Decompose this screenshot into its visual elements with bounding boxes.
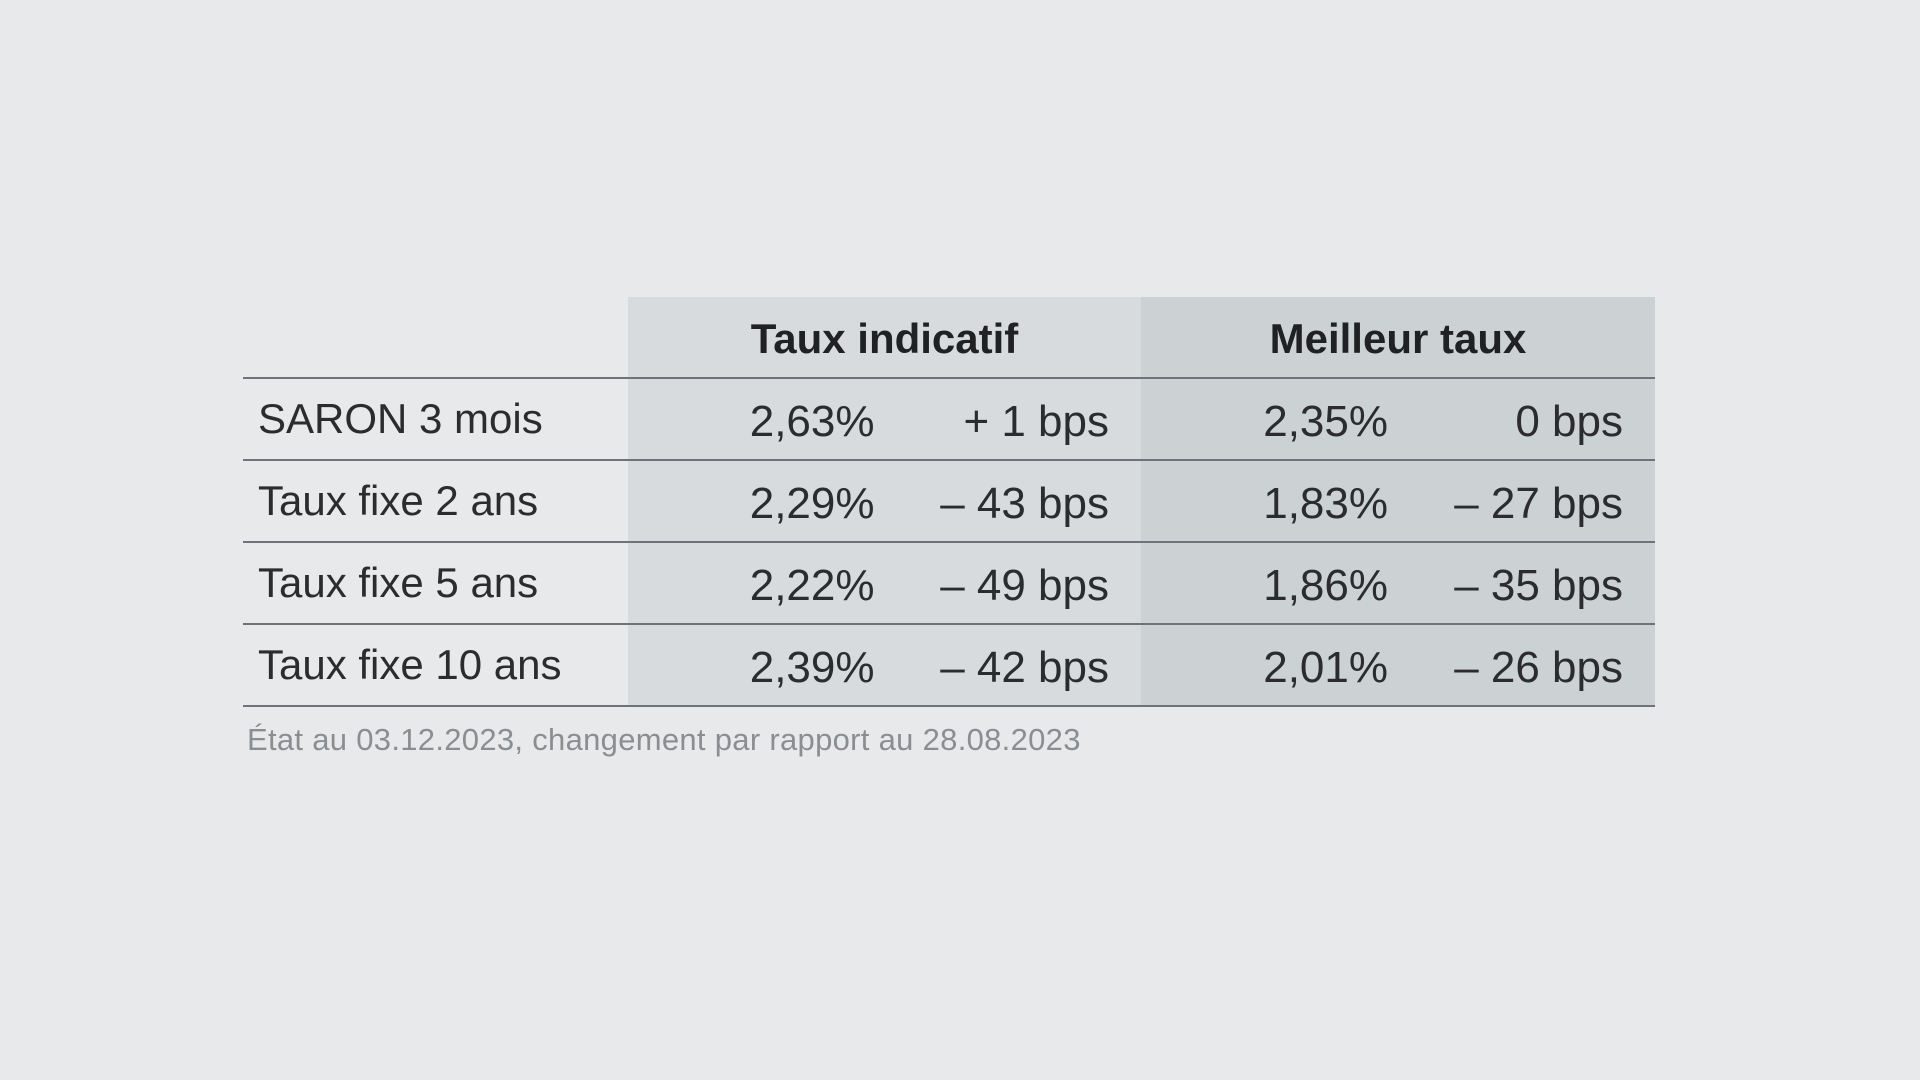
table-row: SARON 3 mois 2,63% + 1 bps 2,35% 0 bps (243, 379, 1655, 461)
meilleur-change: – 26 bps (1454, 643, 1623, 692)
meilleur-group: 2,01% – 26 bps (1141, 625, 1655, 705)
table-header-row: Taux indicatif Meilleur taux (243, 297, 1655, 379)
rates-table: Taux indicatif Meilleur taux SARON 3 moi… (243, 297, 1655, 707)
meilleur-rate: 2,01% (1263, 643, 1388, 692)
header-empty-cell (243, 297, 628, 377)
meilleur-change: – 27 bps (1454, 479, 1623, 528)
indicatif-change: – 49 bps (940, 561, 1109, 610)
indicatif-change: – 42 bps (940, 643, 1109, 692)
indicatif-change: – 43 bps (940, 479, 1109, 528)
meilleur-group: 1,83% – 27 bps (1141, 461, 1655, 541)
indicatif-group: 2,63% + 1 bps (628, 379, 1141, 459)
indicatif-rate: 2,22% (749, 561, 875, 610)
row-label: SARON 3 mois (258, 395, 543, 442)
table-row: Taux fixe 2 ans 2,29% – 43 bps 1,83% – 2… (243, 461, 1655, 543)
table-row: Taux fixe 10 ans 2,39% – 42 bps 2,01% – … (243, 625, 1655, 707)
indicatif-rate: 2,63% (749, 397, 875, 446)
meilleur-rate: 1,83% (1263, 479, 1388, 528)
meilleur-group: 1,86% – 35 bps (1141, 543, 1655, 623)
meilleur-rate: 1,86% (1263, 561, 1388, 610)
indicatif-group: 2,22% – 49 bps (628, 543, 1141, 623)
indicatif-group: 2,39% – 42 bps (628, 625, 1141, 705)
indicatif-change: + 1 bps (963, 397, 1109, 446)
table-footnote: État au 03.12.2023, changement par rappo… (247, 722, 1081, 757)
row-label: Taux fixe 2 ans (258, 477, 539, 524)
header-taux-indicatif: Taux indicatif (628, 297, 1141, 377)
row-label: Taux fixe 10 ans (258, 641, 562, 688)
indicatif-rate: 2,29% (749, 479, 875, 528)
meilleur-rate: 2,35% (1263, 397, 1388, 446)
header-meilleur-taux: Meilleur taux (1141, 297, 1655, 377)
meilleur-group: 2,35% 0 bps (1141, 379, 1655, 459)
table-row: Taux fixe 5 ans 2,22% – 49 bps 1,86% – 3… (243, 543, 1655, 625)
indicatif-group: 2,29% – 43 bps (628, 461, 1141, 541)
row-label: Taux fixe 5 ans (258, 559, 539, 606)
indicatif-rate: 2,39% (749, 643, 875, 692)
meilleur-change: 0 bps (1515, 397, 1623, 446)
meilleur-change: – 35 bps (1454, 561, 1623, 610)
